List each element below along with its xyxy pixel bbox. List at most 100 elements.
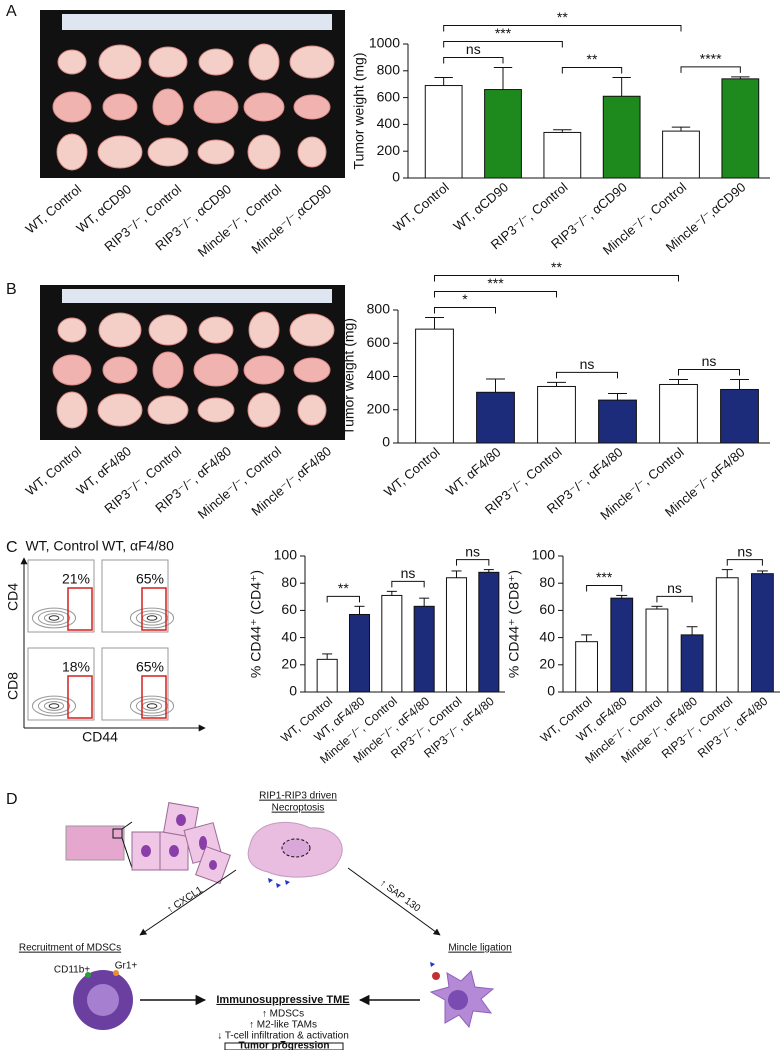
- significance-label: ns: [702, 353, 717, 369]
- nucleus: [281, 838, 311, 858]
- significance-bracket: [434, 274, 679, 282]
- y-axis-label: % CD44⁺ (CD8⁺): [506, 570, 522, 678]
- significance-label: ns: [667, 580, 682, 596]
- ruler: [62, 289, 332, 303]
- arrow-label: ↑ CXCL1: [165, 884, 205, 915]
- contour: [43, 613, 65, 623]
- effect: ↑ MDSCs: [262, 1009, 304, 1020]
- damp-particles: [268, 878, 435, 967]
- photo-label: Mincle⁻/⁻, Control: [195, 181, 284, 259]
- nuclei: [141, 814, 217, 870]
- zoom-box: [112, 828, 123, 839]
- diagram-title: Necroptosis: [272, 803, 325, 814]
- significance-bracket: [434, 290, 557, 298]
- tumor: [97, 393, 143, 427]
- bar: [575, 641, 598, 693]
- gate: [67, 587, 93, 631]
- tumor: [243, 355, 285, 385]
- y-tick-label: 100: [274, 547, 298, 563]
- photo-label: WT, Control: [22, 181, 84, 236]
- ruler: [62, 14, 332, 30]
- significance-label: **: [557, 9, 568, 25]
- flow-column-title: WT, αF4/80: [102, 538, 174, 554]
- ligand: [432, 972, 440, 980]
- y-tick-label: 600: [367, 334, 391, 350]
- tumor: [289, 313, 335, 347]
- y-tick-label: 60: [539, 601, 555, 617]
- tumor-photos: [40, 10, 345, 440]
- tumor: [243, 92, 285, 122]
- contour: [31, 607, 77, 629]
- nucleus: [141, 845, 151, 857]
- particle: [430, 962, 435, 967]
- tumor: [247, 392, 281, 428]
- significance-label: ***: [487, 275, 504, 291]
- photo: [40, 285, 345, 440]
- marker-label: CD11b+: [54, 965, 90, 976]
- x-tick-label: WT, αCD90: [450, 179, 511, 233]
- y-tick-label: 800: [377, 62, 401, 78]
- contour: [129, 695, 175, 717]
- arrow: [139, 869, 237, 936]
- significance-bracket: [391, 580, 425, 588]
- y-tick-label: 800: [367, 301, 391, 317]
- significance-label: ns: [466, 41, 481, 57]
- tumor: [56, 391, 88, 429]
- significance-bracket: [726, 559, 763, 566]
- nucleus: [199, 836, 207, 850]
- bar: [715, 577, 739, 693]
- y-tick-label: 100: [532, 547, 556, 563]
- arrow: [347, 867, 441, 936]
- contour: [146, 615, 158, 621]
- contour: [31, 695, 77, 717]
- tumor: [198, 316, 234, 344]
- contour: [129, 607, 175, 629]
- significance-bracket: [443, 40, 563, 48]
- outcome-box: [224, 1042, 344, 1050]
- diagram: RIP1-RIP3 driven Necroptosis ↑ CXCL1 ↑ S…: [19, 791, 512, 1050]
- bar: [316, 658, 338, 693]
- x-tick-label: WT, αF4/80: [443, 444, 504, 498]
- contour: [37, 698, 71, 714]
- tumor: [293, 357, 331, 383]
- tumor: [247, 134, 281, 170]
- gate: [141, 675, 167, 719]
- bar: [484, 89, 522, 179]
- bar: [598, 399, 637, 444]
- tumor: [57, 49, 87, 75]
- y-axis-label: Tumor weight (mg): [351, 53, 367, 170]
- significance-label: **: [551, 259, 562, 275]
- tumor: [98, 44, 142, 80]
- effect: ↓ T-cell infiltration & activation: [217, 1031, 349, 1042]
- significance-bracket: [434, 306, 496, 314]
- significance-label: ns: [737, 543, 752, 559]
- tumor: [248, 311, 280, 349]
- bar: [680, 634, 704, 693]
- macrophage-nucleus: [448, 990, 468, 1010]
- particle: [276, 883, 281, 888]
- significance-label: **: [587, 51, 598, 67]
- y-tick-label: 80: [281, 574, 297, 590]
- y-tick-label: 40: [539, 628, 555, 644]
- significance-label: ***: [495, 25, 512, 41]
- tumor: [152, 351, 184, 389]
- significance-bracket: [678, 368, 740, 376]
- tumor: [193, 353, 239, 387]
- flow-row-label: CD8: [5, 672, 21, 700]
- y-tick-label: 20: [539, 656, 555, 672]
- significance-bracket: [586, 584, 623, 592]
- y-tick-label: 0: [547, 683, 555, 699]
- significance-bracket: [656, 595, 693, 603]
- gate-percent: 21%: [62, 571, 90, 587]
- panel-label: B: [6, 281, 17, 298]
- nucleus: [176, 814, 186, 826]
- y-tick-label: 400: [377, 115, 401, 131]
- marker-label: Gr1+: [115, 961, 138, 972]
- y-tick-label: 0: [392, 169, 400, 185]
- mdsc-nucleus: [87, 984, 119, 1016]
- y-axis-label: Tumor weight (mg): [341, 318, 357, 435]
- panel-label: D: [6, 791, 18, 808]
- contour: [135, 610, 169, 626]
- y-tick-label: 200: [377, 142, 401, 158]
- center-title: Immunosuppressive TME: [216, 994, 349, 1006]
